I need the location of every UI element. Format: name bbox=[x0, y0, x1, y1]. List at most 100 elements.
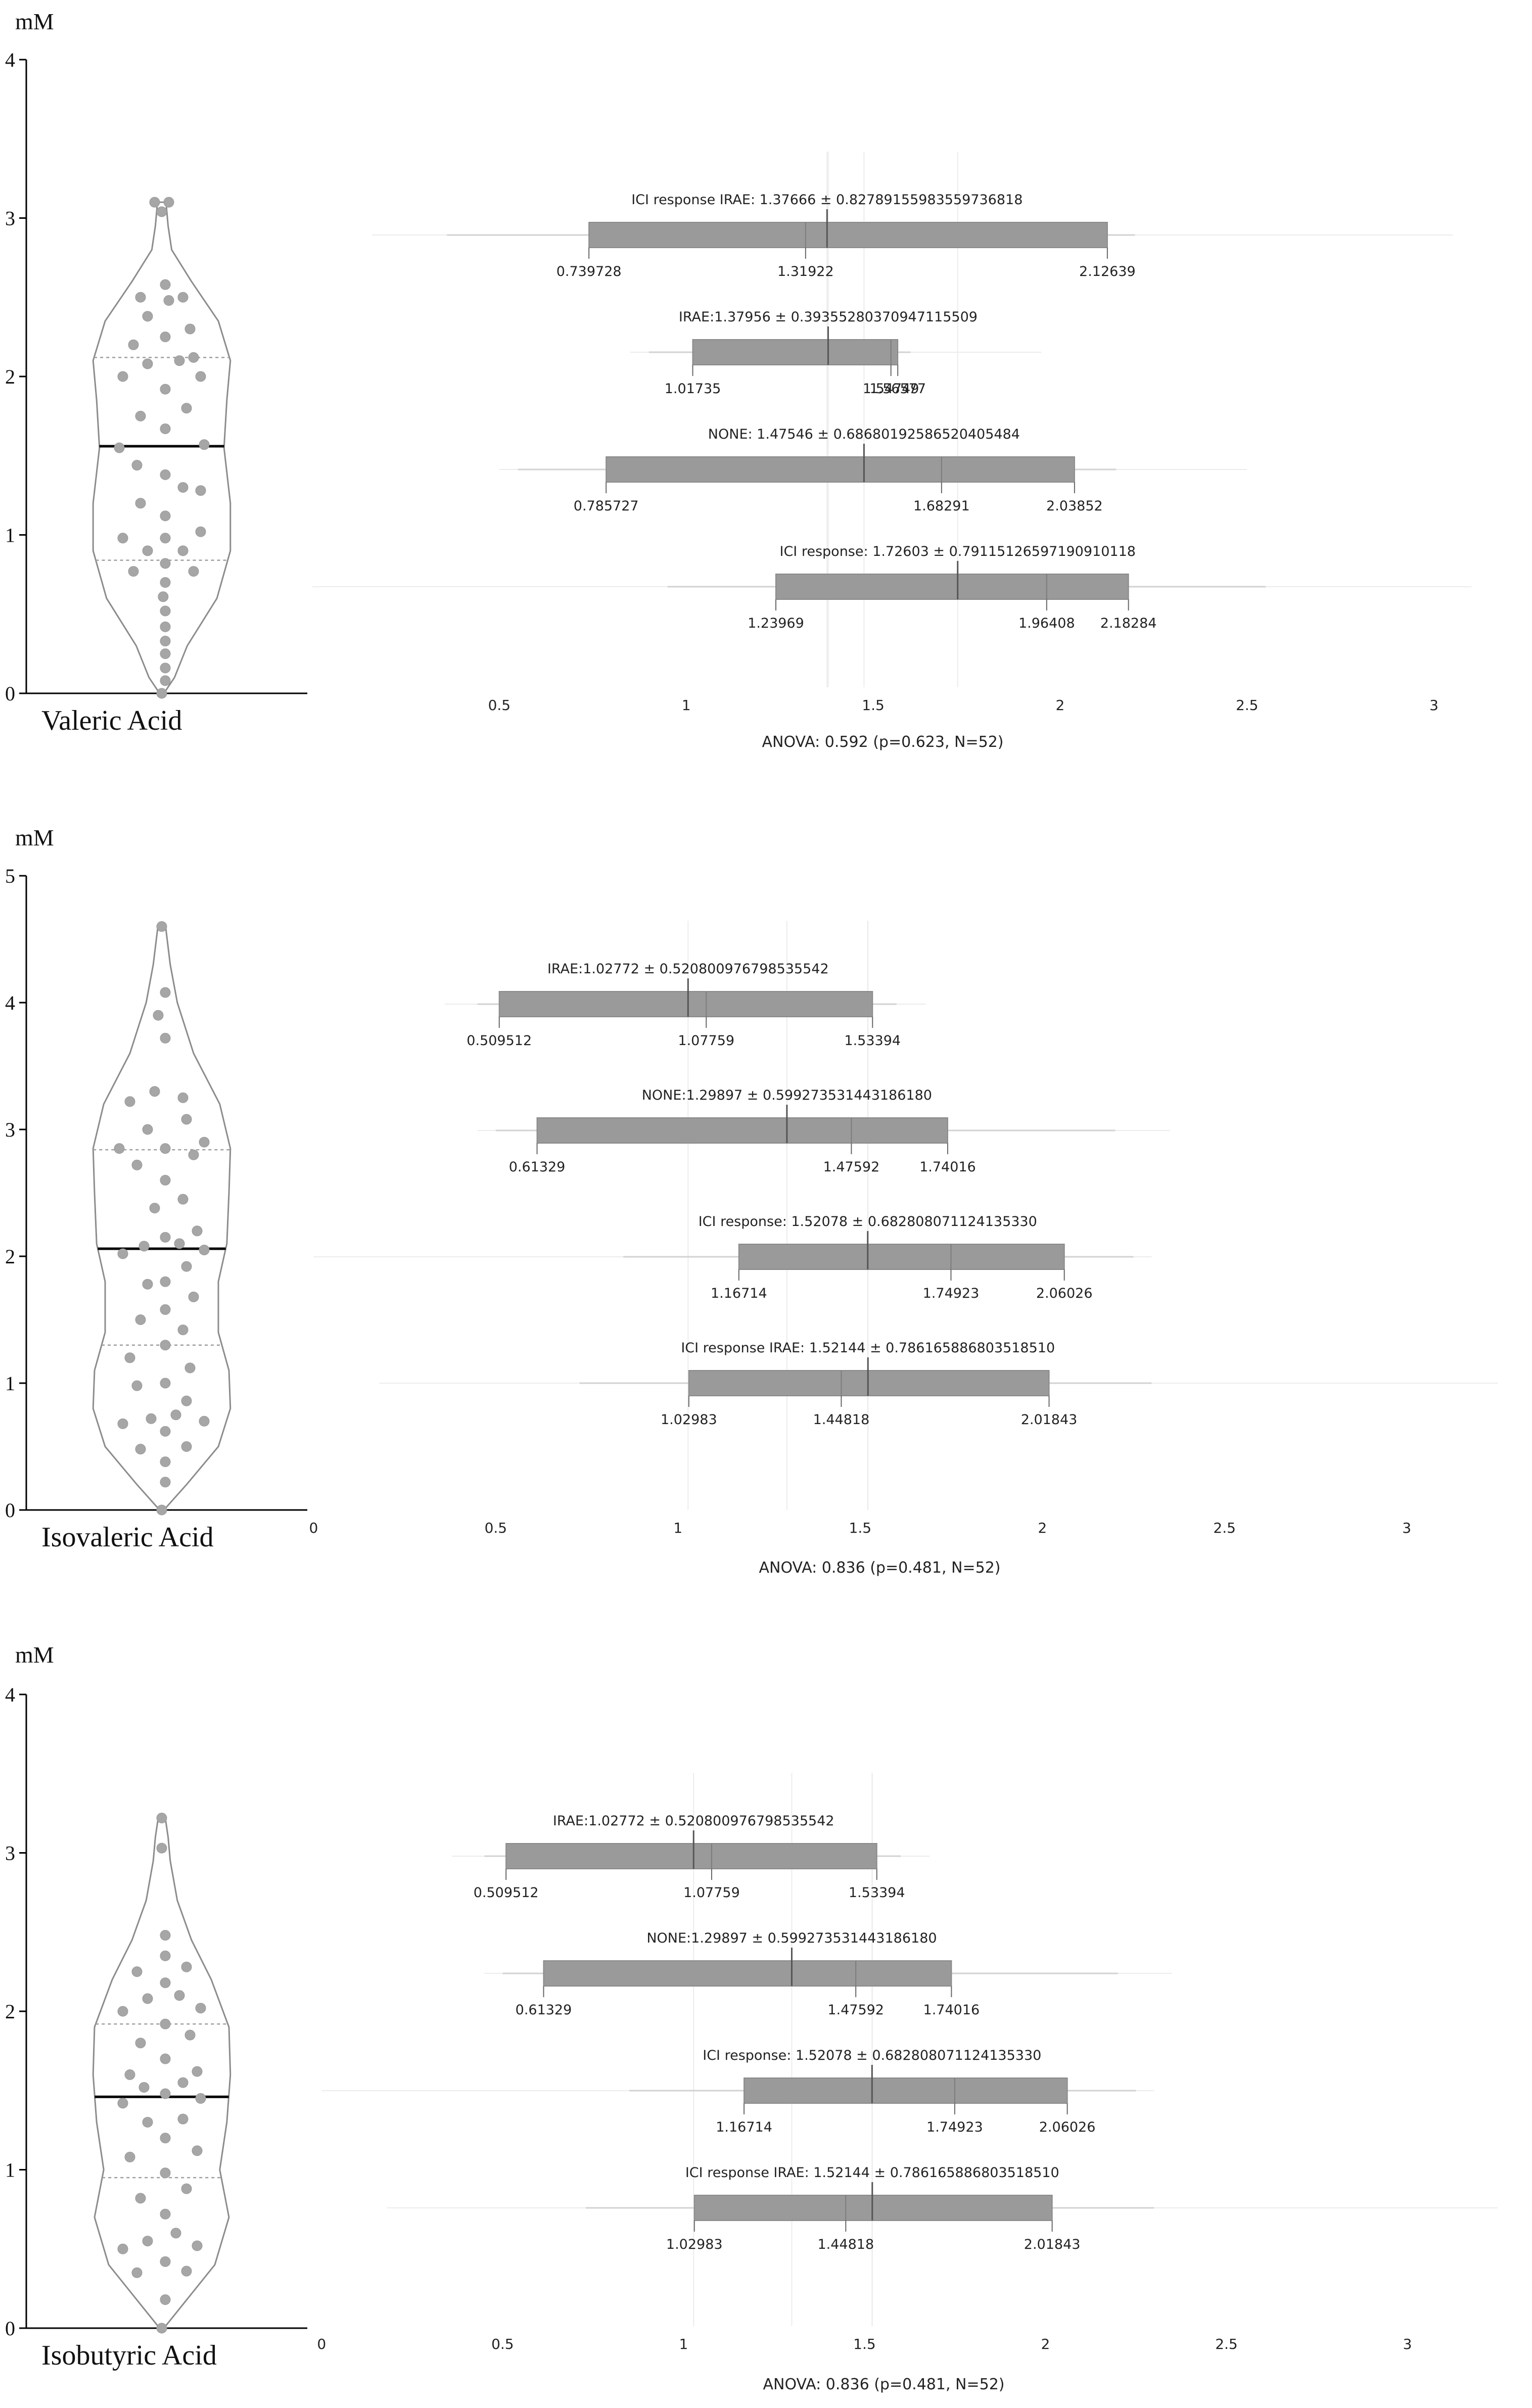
violin-outline bbox=[92, 1817, 231, 2329]
violin-point bbox=[138, 2082, 150, 2093]
x-tick-label: 0 bbox=[317, 2336, 326, 2352]
violin-point bbox=[174, 1238, 185, 1249]
violin-point bbox=[188, 352, 199, 363]
violin-point bbox=[163, 197, 174, 208]
violin-point bbox=[160, 1232, 171, 1243]
violin-point bbox=[160, 987, 171, 998]
y-tick-label: 2 bbox=[5, 1245, 15, 1268]
violin-point bbox=[181, 1114, 192, 1125]
violin-outline bbox=[92, 201, 231, 694]
box-q1-label: 0.739728 bbox=[556, 264, 622, 279]
unit-label: mM bbox=[15, 825, 54, 851]
violin-point bbox=[160, 1477, 171, 1488]
x-tick-label: 1.5 bbox=[849, 1520, 872, 1536]
y-tick-label: 3 bbox=[5, 1842, 15, 1865]
y-tick-label: 2 bbox=[5, 2000, 15, 2023]
x-tick-label: 2 bbox=[1038, 1520, 1047, 1536]
box-group-title: IRAE:1.02772 ± 0.520800976798535542 bbox=[547, 961, 829, 977]
anova-label: ANOVA: 0.836 (p=0.481, N=52) bbox=[763, 2376, 1004, 2393]
x-tick-label: 3 bbox=[1402, 1520, 1411, 1536]
violin-point bbox=[142, 358, 153, 369]
x-tick-label: 2.5 bbox=[1213, 1520, 1236, 1536]
violin-point bbox=[160, 332, 171, 343]
violin-point bbox=[124, 2151, 135, 2162]
box-q3-label: 2.18284 bbox=[1100, 616, 1157, 631]
violin-point bbox=[117, 533, 128, 544]
x-tick-label: 1.5 bbox=[862, 697, 885, 714]
box-median-label: 1.31922 bbox=[777, 264, 834, 279]
x-tick-label: 0.5 bbox=[491, 2336, 514, 2352]
box-q3-label: 2.01843 bbox=[1024, 2237, 1081, 2252]
anova-label: ANOVA: 0.592 (p=0.623, N=52) bbox=[762, 733, 1003, 751]
violin-point bbox=[160, 1977, 171, 1989]
violin-point bbox=[160, 621, 171, 632]
box-group-title: ICI response IRAE: 1.52144 ± 0.786165886… bbox=[681, 1340, 1055, 1356]
violin-point bbox=[156, 206, 167, 217]
unit-label: mM bbox=[15, 1642, 54, 1668]
box-q1-label: 0.785727 bbox=[574, 498, 639, 514]
box-median-label: 1.44818 bbox=[817, 2237, 874, 2252]
box-group: IRAE:1.02772 ± 0.520800976798535542 0.509… bbox=[452, 1813, 930, 1901]
box-group: ICI response IRAE: 1.52144 ± 0.786165886… bbox=[387, 2165, 1498, 2252]
violin-point bbox=[170, 2228, 181, 2239]
violin-point bbox=[177, 292, 189, 303]
violin-point bbox=[160, 423, 171, 434]
x-tick-label: 1 bbox=[673, 1520, 682, 1536]
violin-point bbox=[160, 675, 171, 686]
unit-label: mM bbox=[15, 9, 54, 34]
violin-point bbox=[128, 566, 139, 577]
box-q1-label: 1.16714 bbox=[711, 1286, 767, 1301]
violin-point bbox=[135, 410, 146, 421]
violin-point bbox=[156, 688, 167, 699]
violin-point bbox=[135, 2193, 146, 2204]
box-group-title: NONE:1.29897 ± 0.599273531443186180 bbox=[646, 1930, 937, 1946]
violin-point bbox=[188, 566, 199, 577]
box-iqr bbox=[775, 574, 1129, 600]
box-q1-label: 1.23969 bbox=[748, 616, 804, 631]
violin-point bbox=[138, 1241, 150, 1252]
violin-point bbox=[177, 1194, 189, 1205]
box-q1-label: 0.509512 bbox=[467, 1033, 532, 1049]
violin-point bbox=[195, 371, 206, 382]
box-q3-label: 2.06026 bbox=[1036, 1286, 1093, 1301]
box-median-label: 1.68291 bbox=[913, 498, 970, 514]
x-tick-label: 0.5 bbox=[485, 1520, 507, 1536]
violin-point bbox=[135, 1314, 146, 1325]
box-q3-label: 1.74016 bbox=[923, 2002, 980, 2018]
violin-point bbox=[124, 2069, 135, 2080]
violin-point bbox=[160, 1378, 171, 1389]
box-group-title: IRAE:1.02772 ± 0.520800976798535542 bbox=[553, 1813, 834, 1829]
violin-point bbox=[117, 371, 128, 382]
violin-point bbox=[142, 1279, 153, 1290]
box-q3-label: 2.06026 bbox=[1039, 2119, 1096, 2135]
violin-point bbox=[163, 295, 174, 306]
box-q1-label: 1.02983 bbox=[661, 1412, 717, 1428]
violin-point bbox=[160, 1426, 171, 1437]
violin-point bbox=[156, 1843, 167, 1854]
violin-point bbox=[181, 2183, 192, 2194]
box-group-title: IRAE:1.37956 ± 0.39355280370947115509 bbox=[679, 309, 978, 325]
violin-point bbox=[135, 1444, 146, 1455]
box-group: NONE:1.29897 ± 0.599273531443186180 0.613… bbox=[477, 1088, 1170, 1175]
violin-point bbox=[192, 2240, 203, 2251]
violin-point bbox=[181, 1395, 192, 1406]
box-group: ICI response: 1.52078 ± 0.68280807112413… bbox=[321, 2048, 1154, 2135]
box-q3-label: 2.03852 bbox=[1046, 498, 1103, 514]
anova-label: ANOVA: 0.836 (p=0.481, N=52) bbox=[759, 1559, 1000, 1577]
box-group-title: NONE: 1.47546 ± 0.68680192586520405484 bbox=[708, 427, 1020, 442]
x-tick-label: 1.5 bbox=[853, 2336, 876, 2352]
y-tick-label: 0 bbox=[5, 2317, 15, 2340]
violin-point bbox=[184, 2029, 196, 2041]
violin-point bbox=[114, 1143, 125, 1154]
violin-point bbox=[184, 1362, 196, 1374]
violin-point bbox=[160, 1340, 171, 1351]
violin-point bbox=[117, 1418, 128, 1429]
violin-point bbox=[135, 2038, 146, 2049]
box-median-label: 1.47592 bbox=[827, 2002, 884, 2018]
box-group: ICI response IRAE: 1.52144 ± 0.786165886… bbox=[379, 1340, 1498, 1428]
violin-point bbox=[124, 1352, 135, 1363]
violin-point bbox=[158, 591, 169, 602]
violin-point bbox=[199, 1415, 210, 1427]
violin-point bbox=[160, 2133, 171, 2144]
violin-point bbox=[160, 636, 171, 647]
